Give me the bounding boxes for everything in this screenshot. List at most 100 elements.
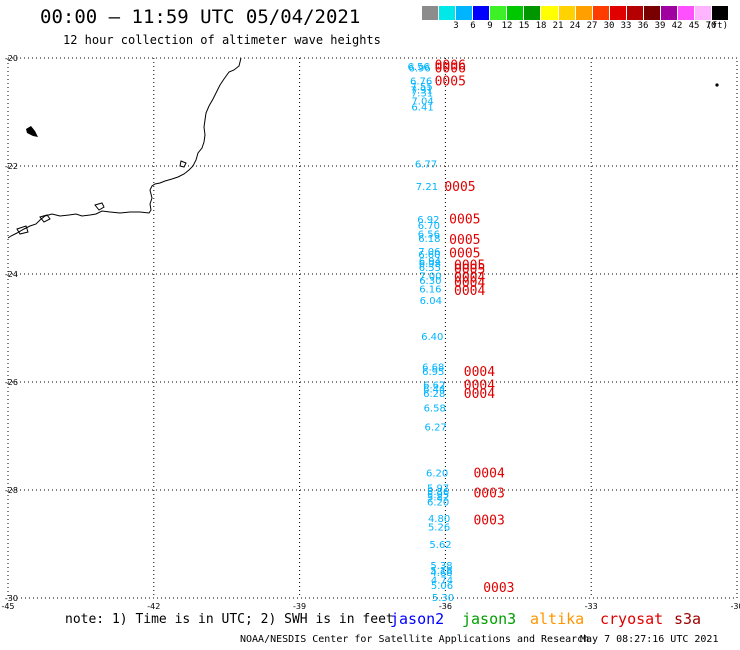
color-scale-label: 18 (535, 21, 547, 31)
color-scale-label: 9 (487, 21, 493, 31)
pass-time-label: 0003 (483, 581, 514, 596)
color-scale-label: 33 (620, 21, 632, 31)
pass-time-label: 0004 (473, 467, 504, 482)
legend-item-jason2: jason2 (390, 610, 445, 628)
wave-height-value: 6.16 (419, 285, 441, 296)
wave-height-value: 7.04 (411, 97, 433, 108)
x-tick-label: -39 (293, 602, 306, 611)
color-scale-swatch (558, 6, 576, 20)
island-dot (715, 83, 719, 87)
wave-height-value: 6.04 (420, 296, 442, 307)
wave-height-value: 6.56 (408, 62, 430, 73)
y-tick-label: -28 (5, 486, 18, 495)
y-tick-label: -20 (5, 54, 18, 63)
color-scale-label: 27 (586, 21, 598, 31)
wave-height-value: 6.96 (409, 64, 431, 75)
pass-time-label: 0006 (435, 62, 466, 77)
pass-time-label: 0005 (449, 233, 480, 248)
wave-height-value: 5.86 (427, 487, 449, 498)
color-scale-label: 3 (453, 21, 459, 31)
legend-item-altika: altika (530, 610, 585, 628)
color-scale-swatch (660, 6, 678, 20)
wave-height-value: 6.28 (423, 389, 445, 400)
pass-time-label: 0005 (454, 263, 485, 278)
wave-height-value: 5.18 (430, 566, 452, 577)
island-outline (94, 202, 105, 211)
note-text: note: 1) Time is in UTC; 2) SWH is in fe… (65, 612, 394, 627)
color-scale-swatch (439, 6, 457, 20)
wave-height-value: 6.60 (418, 250, 440, 261)
color-scale-label: 30 (603, 21, 615, 31)
pass-time-label: 0004 (454, 284, 485, 299)
x-tick-label: -30 (730, 602, 740, 611)
pass-time-label: 0004 (464, 387, 495, 402)
timestamp-text: May 7 08:27:16 UTC 2021 (580, 634, 719, 645)
y-tick-label: -22 (5, 162, 18, 171)
color-scale-label: 45 (688, 21, 700, 31)
wave-height-value: 7.06 (418, 247, 440, 258)
color-scale-swatch (575, 6, 593, 20)
color-scale-bar (422, 6, 729, 20)
y-tick-label: -26 (5, 378, 18, 387)
pass-time-label: 0005 (449, 212, 480, 227)
wave-height-value: 6.55 (419, 263, 441, 274)
chart-subtitle: 12 hour collection of altimeter wave hei… (63, 33, 381, 47)
wave-height-value: 6.77 (415, 159, 437, 170)
wave-height-value: 5.97 (427, 483, 449, 494)
color-scale-swatch (712, 6, 729, 20)
plot-frame (7, 57, 738, 599)
color-scale-label: 70 (705, 21, 717, 31)
wave-height-value: 6.44 (423, 384, 445, 395)
color-scale-swatch (609, 6, 627, 20)
island-outline (16, 225, 29, 235)
color-scale-label: 6 (470, 21, 476, 31)
wave-height-value: 6.62 (423, 381, 445, 392)
wave-height-value: 6.94 (419, 257, 441, 268)
color-scale-label: 39 (654, 21, 666, 31)
color-scale-labels: (ft) 3 6 9 12 15 18 21 24 27 30 33 36 39 42 45 70 (422, 21, 728, 33)
color-scale-label: 15 (518, 21, 530, 31)
pass-time-label: 0003 (473, 487, 504, 502)
wave-height-value: 6.41 (411, 103, 433, 114)
wave-height-value: 6.92 (417, 215, 439, 226)
x-tick-label: -42 (147, 602, 160, 611)
color-scale-swatch (473, 6, 491, 20)
pass-time-label: 0004 (454, 276, 485, 291)
wave-height-value: 7.21 (416, 182, 438, 193)
wave-height-value: 5.26 (428, 523, 450, 534)
grid (7, 57, 738, 599)
color-scale-swatch (524, 6, 542, 20)
wave-height-value: 6.95 (422, 367, 444, 378)
color-scale-label: 21 (552, 21, 564, 31)
wave-height-value: 7.00 (419, 272, 441, 283)
color-scale-unit: (ft) (706, 21, 728, 31)
color-scale-label: 36 (637, 21, 649, 31)
wave-height-value: 6.30 (419, 276, 441, 287)
credit-text: NOAA/NESDIS Center for Satellite Applica… (240, 634, 590, 645)
pass-time-label: 0006 (435, 58, 466, 73)
pass-time-label: 0004 (464, 379, 495, 394)
color-scale-swatch (541, 6, 559, 20)
wave-height-value: 4.80 (428, 514, 450, 525)
pass-time-label: 0003 (473, 514, 504, 529)
wave-height-value: 6.56 (418, 230, 440, 241)
x-tick-label: -36 (439, 602, 452, 611)
pass-time-label: 0005 (444, 180, 475, 195)
island-outline (179, 160, 187, 168)
wave-height-value: 6.98 (419, 259, 441, 270)
wave-height-value: 7.31 (411, 89, 433, 100)
color-scale-swatch (592, 6, 610, 20)
color-scale-label: 24 (569, 21, 581, 31)
color-scale-label: 42 (671, 21, 683, 31)
y-tick-label: -24 (5, 270, 18, 279)
x-tick-label: -45 (1, 602, 14, 611)
color-scale-swatch (456, 6, 474, 20)
wave-height-value: 6.40 (421, 332, 443, 343)
wave-height-value: 6.70 (418, 221, 440, 232)
x-tick-label: -33 (585, 602, 598, 611)
color-scale-swatch (422, 6, 440, 20)
color-scale-swatch (626, 6, 644, 20)
wave-height-value: 6.58 (424, 403, 446, 414)
wave-height-value: 6.68 (422, 362, 444, 373)
